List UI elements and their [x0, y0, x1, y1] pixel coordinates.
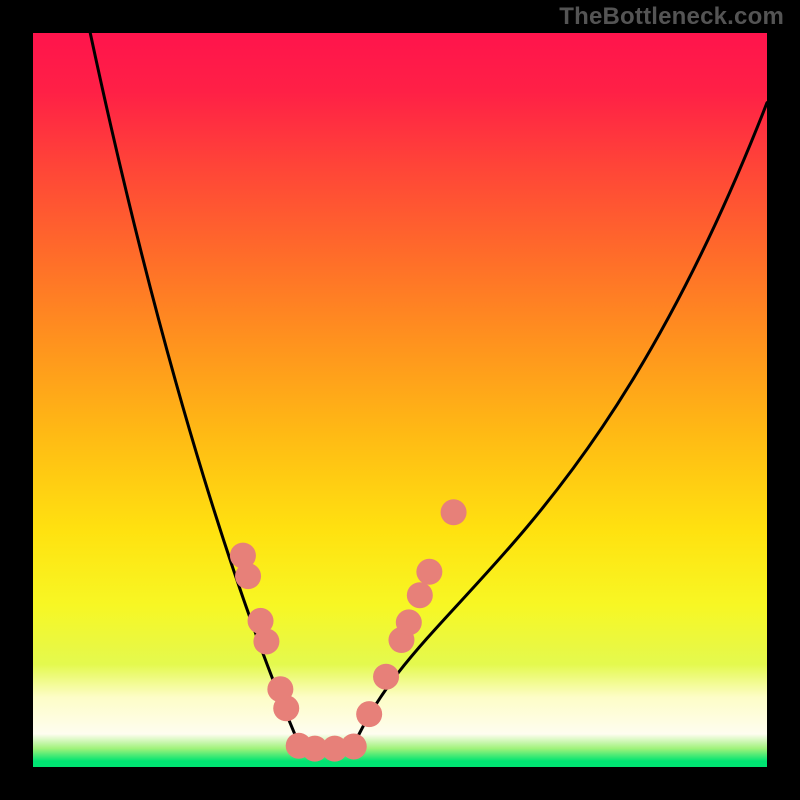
gradient-background: [33, 33, 767, 767]
data-marker: [273, 695, 299, 721]
data-marker: [235, 563, 261, 589]
data-marker: [373, 664, 399, 690]
data-marker: [396, 609, 422, 635]
plot-area: [33, 33, 767, 767]
data-marker: [356, 701, 382, 727]
watermark-text: TheBottleneck.com: [559, 3, 784, 31]
chart-root: TheBottleneck.com: [0, 0, 800, 800]
data-marker: [253, 628, 279, 654]
data-marker: [341, 733, 367, 759]
data-marker: [441, 499, 467, 525]
data-marker: [407, 582, 433, 608]
data-marker: [416, 559, 442, 585]
